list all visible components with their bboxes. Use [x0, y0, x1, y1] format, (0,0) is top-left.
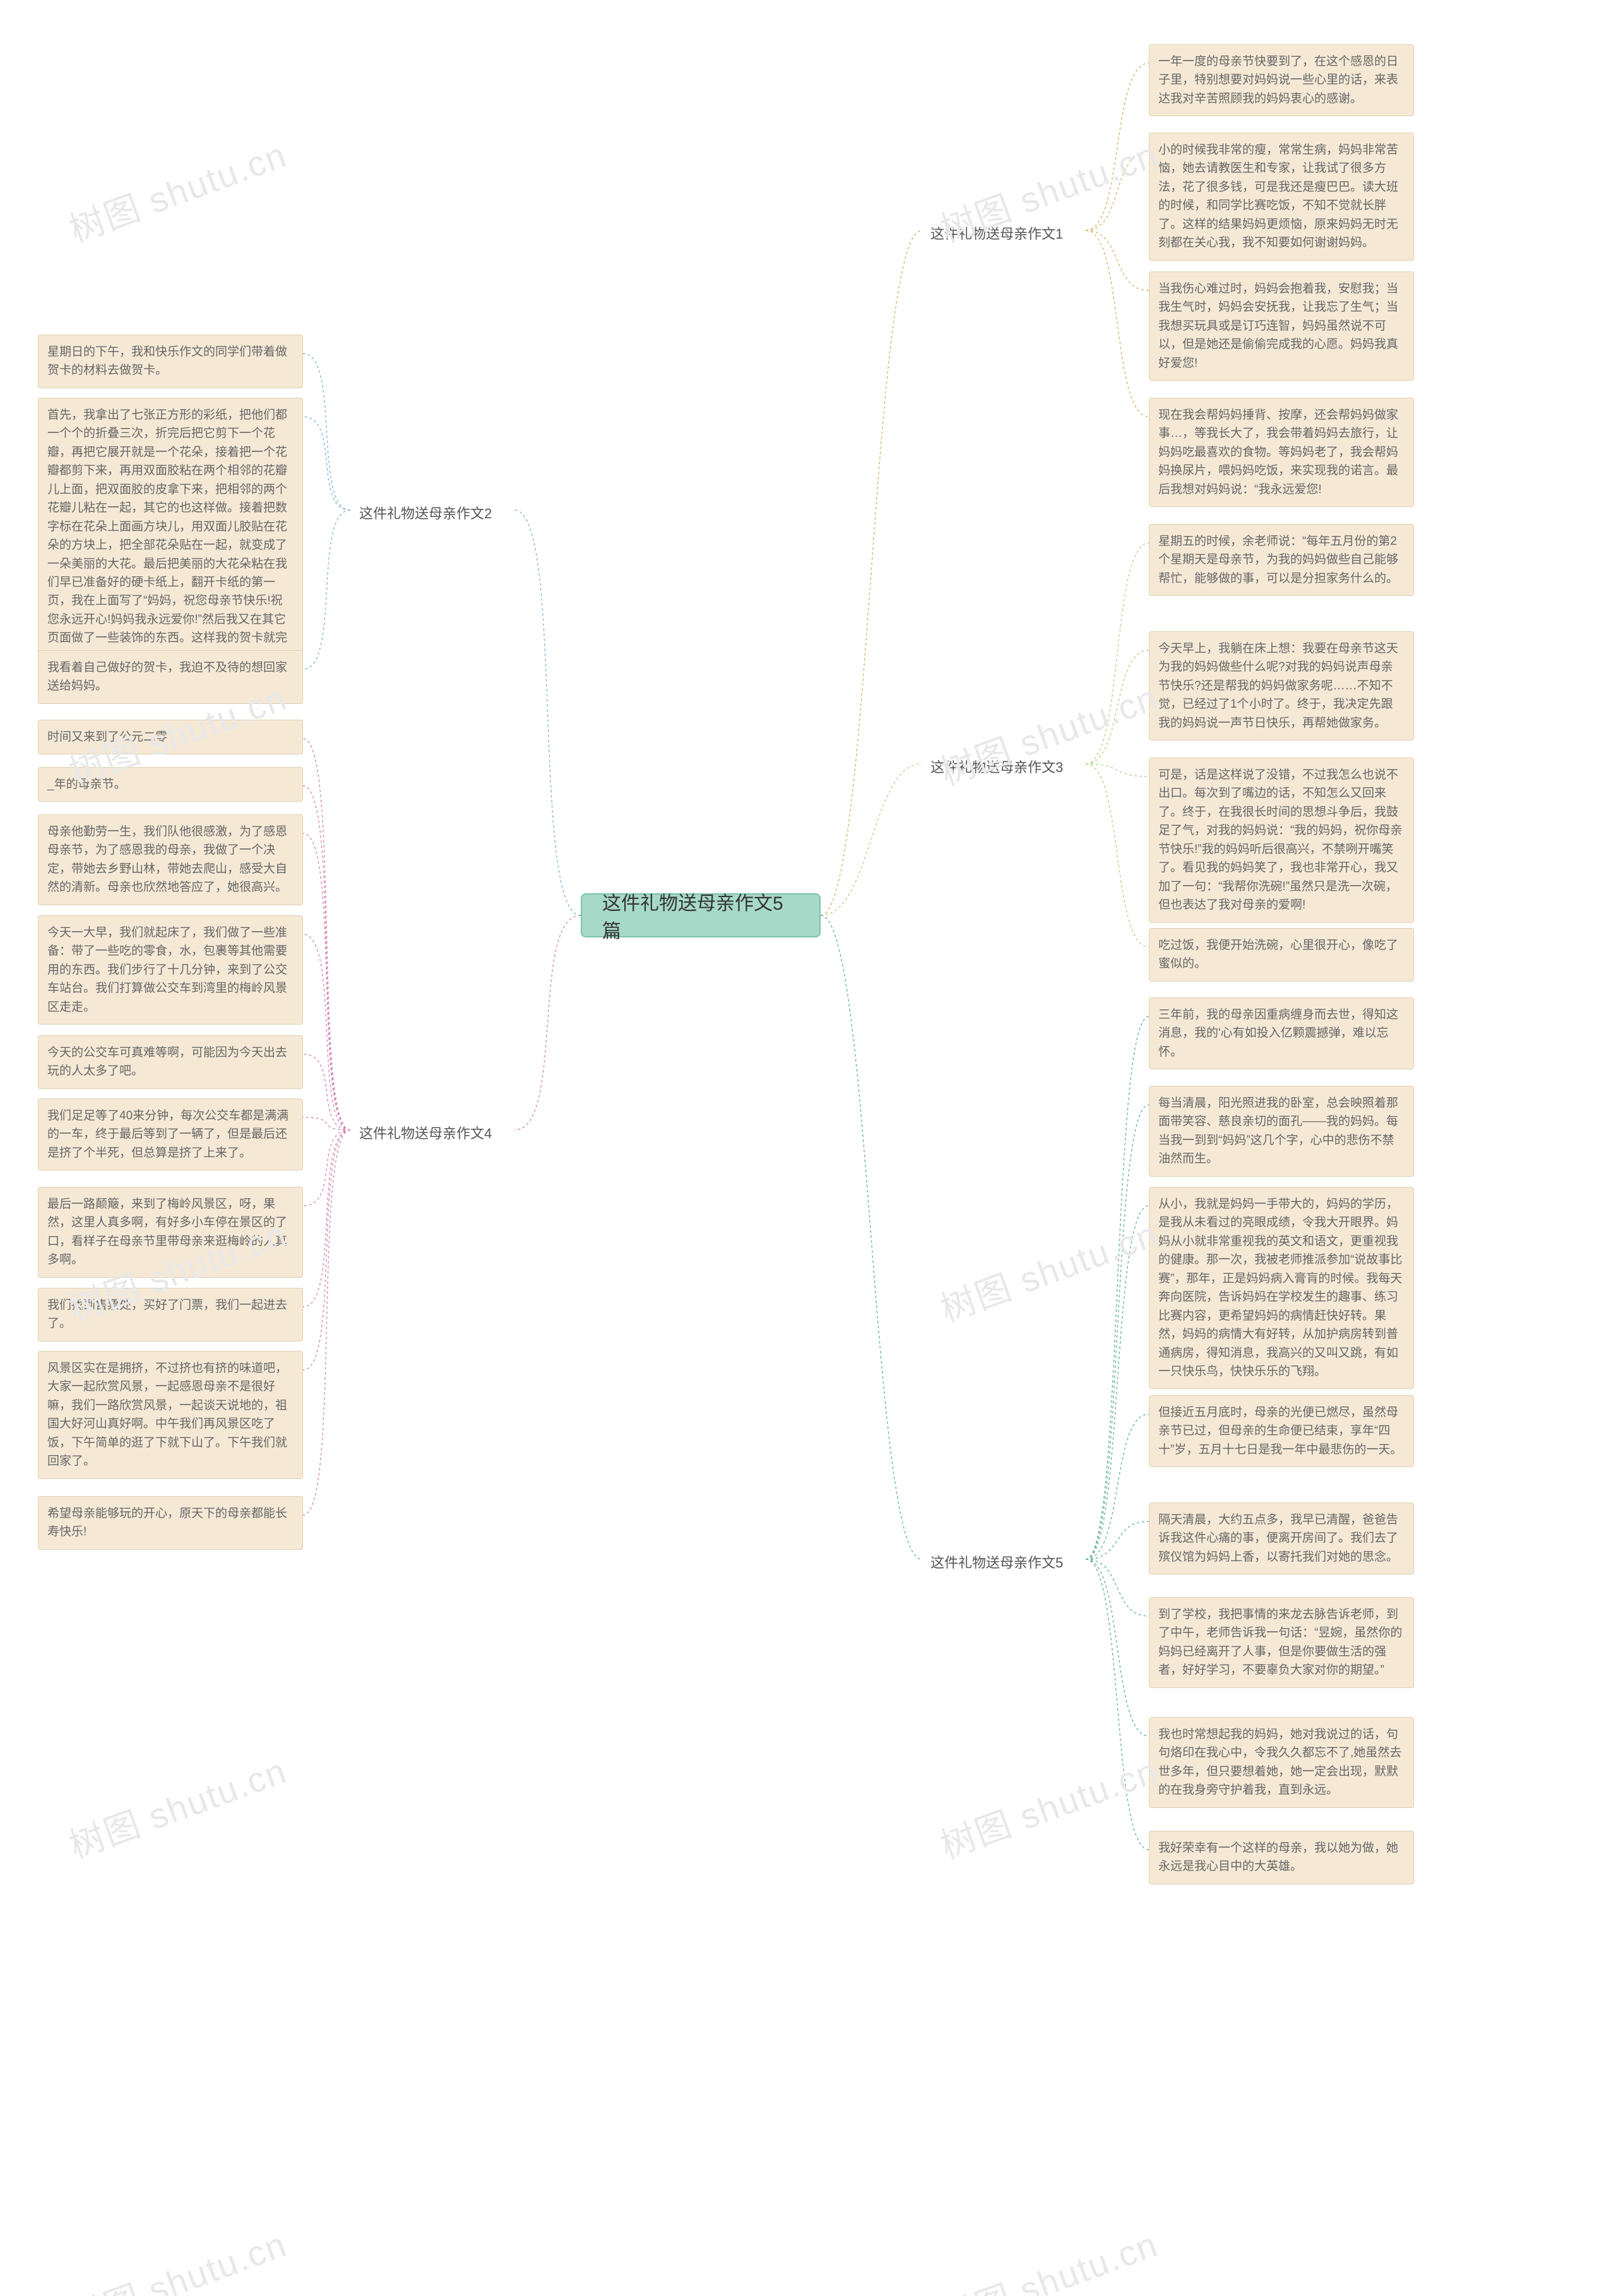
- watermark: 树图 shutu.cn: [61, 2216, 293, 2296]
- leaf-node: 我看着自己做好的贺卡，我迫不及待的想回家送给妈妈。: [38, 650, 303, 704]
- leaf-node: 风景区实在是拥挤，不过挤也有挤的味道吧，大家一起欣赏风景，一起感恩母亲不是很好嘛…: [38, 1351, 303, 1479]
- leaf-node: 我也时常想起我的妈妈，她对我说过的话，句句烙印在我心中，令我久久都忘不了,她虽然…: [1149, 1717, 1414, 1808]
- leaf-node: 一年一度的母亲节快要到了，在这个感恩的日子里，特别想要对妈妈说一些心里的话，来表…: [1149, 44, 1414, 116]
- leaf-node: 我们找到售票处，买好了门票，我们一起进去了。: [38, 1288, 303, 1341]
- watermark: 树图 shutu.cn: [932, 2216, 1164, 2296]
- watermark: 树图 shutu.cn: [61, 1743, 293, 1869]
- root-label: 这件礼物送母亲作文5篇: [602, 888, 799, 943]
- leaf-node: 现在我会帮妈妈捶背、按摩，还会帮妈妈做家事…，等我长大了，我会带着妈妈去旅行，让…: [1149, 398, 1414, 507]
- leaf-node: _年的母亲节。: [38, 767, 303, 802]
- leaf-node: 但接近五月底时，母亲的光便已燃尽，虽然母亲节已过，但母亲的生命便已结束，享年“四…: [1149, 1395, 1414, 1467]
- leaf-node: 我们足足等了40来分钟，每次公交车都是满满的一车，终于最后等到了一辆了，但是最后…: [38, 1098, 303, 1170]
- leaf-node: 星期日的下午，我和快乐作文的同学们带着做贺卡的材料去做贺卡。: [38, 335, 303, 388]
- branch-node: 这件礼物送母亲作文4: [350, 1117, 501, 1148]
- leaf-node: 从小，我就是妈妈一手带大的，妈妈的学历，是我从未看过的亮眼成绩，令我大开眼界。妈…: [1149, 1187, 1414, 1389]
- watermark: 树图 shutu.cn: [61, 127, 293, 253]
- leaf-node: 我好荣幸有一个这样的母亲，我以她为做，她永远是我心目中的大英雄。: [1149, 1831, 1414, 1884]
- leaf-node: 时间又来到了公元二零: [38, 720, 303, 754]
- leaf-node: 星期五的时候，余老师说：“每年五月份的第2个星期天是母亲节，为我的妈妈做些自己能…: [1149, 524, 1414, 596]
- leaf-node: 首先，我拿出了七张正方形的彩纸，把他们都一个个的折叠三次，折完后把它剪下一个花瓣…: [38, 398, 303, 674]
- leaf-node: 当我伤心难过时，妈妈会抱着我，安慰我；当我生气时，妈妈会安抚我，让我忘了生气；当…: [1149, 271, 1414, 381]
- leaf-node: 到了学校，我把事情的来龙去脉告诉老师，到了中午，老师告诉我一句话：“昱婉，虽然你…: [1149, 1597, 1414, 1688]
- root-node: 这件礼物送母亲作文5篇: [581, 893, 821, 937]
- leaf-node: 隔天清晨，大约五点多，我早已清醒，爸爸告诉我这件心痛的事，便离开房间了。我们去了…: [1149, 1502, 1414, 1574]
- leaf-node: 母亲他勤劳一生，我们队他很感激，为了感恩母亲节，为了感恩我的母亲，我做了一个决定…: [38, 814, 303, 905]
- watermark: 树图 shutu.cn: [932, 1206, 1164, 1333]
- watermark: 树图 shutu.cn: [932, 1743, 1164, 1869]
- leaf-node: 吃过饭，我便开始洗碗，心里很开心，像吃了蜜似的。: [1149, 928, 1414, 982]
- leaf-node: 每当清晨，阳光照进我的卧室，总会映照着那面带笑容、慈良亲切的面孔——我的妈妈。每…: [1149, 1086, 1414, 1177]
- leaf-node: 小的时候我非常的瘦，常常生病，妈妈非常苦恼，她去请教医生和专家，让我试了很多方法…: [1149, 133, 1414, 261]
- leaf-node: 今天一大早，我们就起床了，我们做了一些准备：带了一些吃的零食，水，包裹等其他需要…: [38, 915, 303, 1025]
- branch-node: 这件礼物送母亲作文1: [922, 218, 1072, 248]
- leaf-node: 三年前，我的母亲因重病缠身而去世，得知这消息，我的'心有如投入亿颗震撼弹，难以忘…: [1149, 997, 1414, 1069]
- branch-node: 这件礼物送母亲作文2: [350, 497, 501, 528]
- leaf-node: 今天早上，我躺在床上想：我要在母亲节这天为我的妈妈做些什么呢?对我的妈妈说声母亲…: [1149, 631, 1414, 741]
- leaf-node: 希望母亲能够玩的开心，原天下的母亲都能长寿快乐!: [38, 1496, 303, 1550]
- leaf-node: 最后一路颠簸，来到了梅岭风景区，呀，果然，这里人真多啊，有好多小车停在景区的了口…: [38, 1187, 303, 1278]
- leaf-node: 可是，话是这样说了没错，不过我怎么也说不出口。每次到了嘴边的话，不知怎么又回来了…: [1149, 758, 1414, 923]
- branch-node: 这件礼物送母亲作文3: [922, 751, 1072, 782]
- leaf-node: 今天的公交车可真难等啊，可能因为今天出去玩的人太多了吧。: [38, 1035, 303, 1089]
- branch-node: 这件礼物送母亲作文5: [922, 1547, 1072, 1577]
